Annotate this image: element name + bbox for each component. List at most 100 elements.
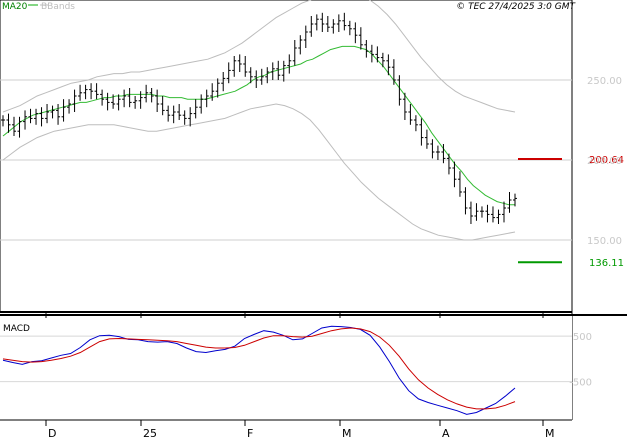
level-label: 136.11	[589, 258, 624, 269]
price-bar	[507, 192, 512, 213]
price-bar	[490, 206, 495, 223]
price-bar	[111, 94, 116, 109]
macd-series-macd	[2, 325, 516, 415]
macd-panel-title: MACD	[3, 324, 30, 334]
price-bar	[408, 104, 413, 125]
x-tick-label: M	[342, 427, 352, 440]
price-bar	[232, 56, 237, 77]
price-bar	[204, 89, 209, 108]
price-bar	[215, 78, 220, 98]
bband-upper-line	[2, 0, 516, 113]
price-bar	[182, 110, 187, 125]
price-bar	[133, 96, 138, 109]
price-bar	[193, 99, 198, 119]
price-bar	[61, 99, 66, 122]
price-bar	[34, 108, 39, 125]
price-bar	[39, 107, 44, 127]
price-bar	[188, 107, 193, 127]
legend-bbands: BBands	[41, 2, 75, 12]
price-bar	[122, 89, 127, 108]
price-bar	[254, 70, 259, 88]
price-bar	[435, 145, 440, 160]
ma20-line	[2, 45, 515, 206]
x-axis: D 25 F M A M	[45, 312, 555, 440]
price-bar	[67, 99, 72, 114]
price-bar	[199, 94, 204, 114]
price-bar	[221, 72, 226, 92]
bollinger-bands	[2, 0, 516, 241]
price-bar	[105, 92, 110, 111]
macd-series-signal	[2, 327, 516, 410]
price-bar	[331, 19, 336, 34]
price-bar	[485, 204, 490, 223]
price-axis-ticks: 150.00 200.00 250.00	[587, 76, 622, 247]
price-bar	[468, 201, 473, 224]
price-bars	[1, 12, 517, 224]
price-bar	[446, 153, 451, 175]
price-bar	[23, 110, 28, 130]
price-bar	[12, 116, 17, 136]
price-bar	[424, 129, 429, 149]
price-bar	[270, 62, 275, 80]
price-bar	[287, 54, 292, 74]
price-bar	[56, 104, 61, 125]
price-bar	[1, 115, 5, 127]
price-bar	[441, 144, 446, 164]
price-bar	[45, 104, 50, 124]
price-bar	[474, 203, 479, 221]
x-tick-label: A	[442, 427, 450, 440]
price-bar	[479, 206, 484, 218]
macd-lines	[2, 325, 516, 415]
price-bar	[380, 52, 385, 68]
price-bar	[457, 171, 462, 197]
x-tick-label: D	[48, 427, 56, 440]
macd-panel	[0, 316, 572, 420]
price-bar	[452, 161, 457, 188]
price-bar	[149, 88, 154, 103]
price-bar	[144, 84, 149, 103]
level-label: 200.64	[589, 155, 624, 166]
price-bar	[391, 59, 396, 85]
price-bar	[127, 88, 132, 108]
price-bar	[314, 14, 319, 31]
price-bar	[160, 96, 165, 116]
macd-axis-ticks: 500 -500	[569, 332, 592, 388]
price-bar	[72, 89, 77, 112]
price-bar	[89, 83, 94, 100]
price-tick-label: 250.00	[587, 76, 622, 87]
price-bar	[259, 68, 264, 85]
price-tick-label: 150.00	[587, 236, 622, 247]
legend-ma20: MA20	[2, 2, 28, 12]
price-bar	[6, 113, 11, 133]
ma20-path	[2, 45, 515, 206]
price-bar	[386, 54, 391, 76]
price-levels: 200.64 136.11	[518, 155, 624, 269]
price-bar	[243, 56, 248, 77]
price-bar	[50, 105, 55, 119]
price-bar	[94, 83, 99, 100]
price-bar	[397, 75, 402, 106]
price-bar	[496, 209, 501, 224]
price-bar	[281, 60, 286, 82]
x-tick-label: M	[545, 427, 555, 440]
price-bar	[276, 60, 281, 80]
price-bar	[226, 62, 231, 84]
price-bar	[402, 92, 407, 120]
macd-tick-label: 500	[573, 332, 592, 343]
price-bar	[320, 12, 325, 32]
price-bar	[419, 118, 424, 146]
price-bar	[100, 89, 105, 106]
price-bar	[309, 16, 314, 37]
price-bar	[369, 44, 374, 63]
price-bar	[513, 193, 517, 207]
price-bar	[292, 40, 297, 66]
price-bar	[413, 115, 418, 132]
price-bar	[155, 89, 160, 112]
price-bar	[375, 46, 380, 63]
price-bar	[78, 84, 83, 101]
price-bar	[298, 35, 303, 55]
price-bar	[265, 67, 270, 84]
price-bar	[17, 116, 22, 138]
price-bar	[463, 187, 468, 215]
